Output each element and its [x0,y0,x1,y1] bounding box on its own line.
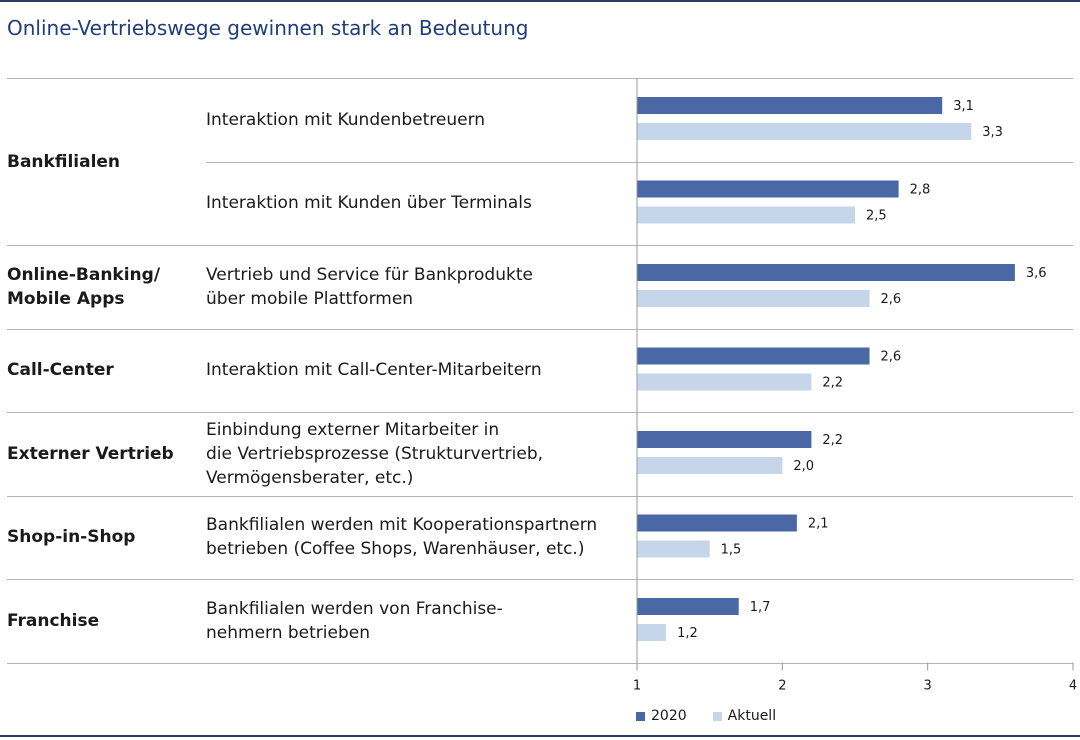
legend-swatch-2020 [636,711,645,721]
row-divider [7,328,1073,330]
row-divider [7,579,1073,580]
data-label: 3,3 [982,125,1003,140]
item-label: Einbindung externer Mitarbeiter in die Ve… [206,419,544,488]
bar-2020 [637,97,943,114]
bar-2020 [637,264,1015,281]
row-divider [7,245,1073,246]
bar-aktuell [637,624,667,641]
data-label: 2,2 [822,376,843,391]
item-label: Interaktion mit Kundenbetreuern [206,109,486,130]
bar-aktuell [637,373,812,391]
legend: 2020 Aktuell [636,708,776,724]
bar-aktuell [637,457,783,474]
category-label-externer-vertrieb: Externer Vertrieb [7,443,174,464]
data-label: 3,6 [1026,266,1047,281]
legend-label-aktuell: Aktuell [727,708,777,724]
data-label: 3,1 [953,99,974,114]
item-divider [206,161,1073,163]
category-label-online-banking-mobile-apps: Online-Banking/Mobile Apps [7,264,161,309]
data-label: 1,7 [750,600,771,615]
x-tick-label: 1 [633,679,641,694]
row-divider [7,78,1073,79]
category-label-shop-in-shop: Shop-in-Shop [7,527,136,548]
bar-2020 [637,598,739,615]
x-tick-label: 4 [1069,679,1077,694]
legend-item-2020: 2020 [636,708,687,724]
row-divider [7,495,1073,497]
x-tick-label: 3 [924,679,932,694]
data-label: 2,2 [822,433,843,448]
item-label: Vertrieb und Service für Bankprodukte übe… [206,264,533,309]
row-divider [7,662,1073,664]
category-label-bankfilialen: Bankfilialen [7,151,121,172]
bar-aktuell [637,123,972,140]
bar-2020 [637,347,870,365]
data-label: 2,1 [808,517,829,532]
item-label: Interaktion mit Call-Center-Mitarbeitern [206,360,542,381]
item-label: Bankfilialen werden von Franchise-nehmer… [206,598,503,643]
bar-2020 [637,514,797,532]
legend-item-aktuell: Aktuell [712,708,777,724]
legend-label-2020: 2020 [651,708,687,724]
top-rule [0,0,1080,2]
data-label: 2,5 [866,209,887,224]
bar-2020 [637,431,812,448]
data-label: 2,8 [910,183,931,198]
bottom-rule [0,735,1080,737]
data-label: 2,0 [793,459,814,474]
bar-2020 [637,180,899,198]
data-label: 1,2 [677,626,698,641]
data-label: 1,5 [721,543,742,558]
legend-swatch-aktuell [712,711,722,721]
row-divider [7,412,1073,413]
category-label-franchise: Franchise [7,610,100,631]
bar-aktuell [637,290,870,307]
chart-title: Online-Vertriebswege gewinnen stark an B… [7,16,529,40]
bar-aktuell [637,206,855,224]
item-label: Bankfilialen werden mit Kooperationspart… [206,515,598,560]
item-label: Interaktion mit Kunden über Terminals [206,193,532,214]
x-tick-label: 2 [778,679,786,694]
data-label: 2,6 [881,350,902,365]
category-label-call-center: Call-Center [7,360,114,381]
bar-aktuell [637,540,710,558]
data-label: 2,6 [881,292,902,307]
